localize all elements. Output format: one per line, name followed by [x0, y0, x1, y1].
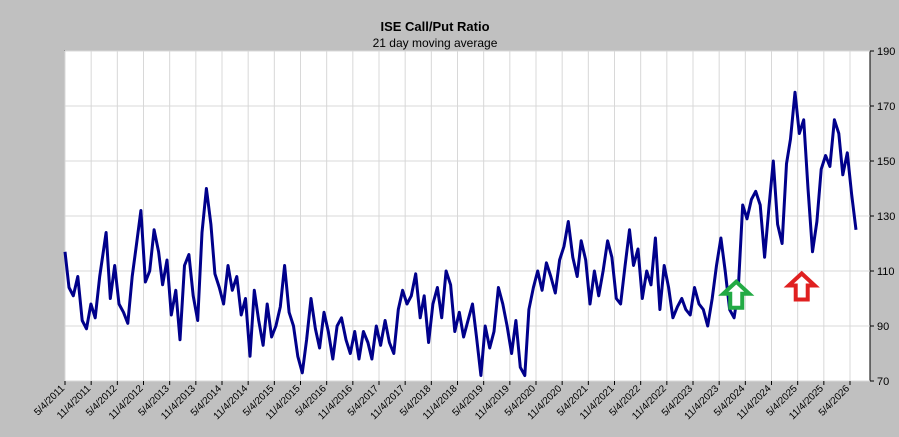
- y-axis: 70 90 110 130 150 170 190: [870, 46, 895, 388]
- y-tick-label: 130: [877, 211, 895, 223]
- series-line: [63, 90, 858, 377]
- red-arrow-icon: [783, 270, 820, 302]
- series-layer: [63, 90, 858, 377]
- y-tick-label: 70: [877, 376, 889, 388]
- annotations: [718, 270, 820, 310]
- y-tick-label: 150: [877, 156, 895, 168]
- y-tick-label: 170: [877, 101, 895, 113]
- y-tick-label: 190: [877, 46, 895, 58]
- y-tick-label: 90: [877, 321, 889, 333]
- y-tick-label: 110: [877, 266, 895, 278]
- chart-title: ISE Call/Put Ratio: [380, 19, 489, 34]
- chart-subtitle: 21 day moving average: [373, 36, 498, 50]
- green-arrow-icon: [718, 279, 755, 310]
- x-axis: 5/4/201111/4/20115/4/201211/4/20125/4/20…: [32, 381, 852, 422]
